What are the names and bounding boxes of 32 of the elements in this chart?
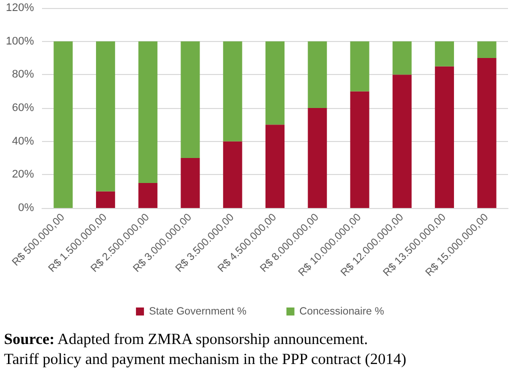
bar — [434, 66, 454, 208]
bar — [477, 41, 496, 58]
bar — [54, 41, 73, 208]
bar — [138, 183, 158, 208]
y-tick-label: 80% — [12, 68, 34, 81]
bar — [392, 41, 412, 75]
bar — [350, 91, 370, 208]
legend-label: State Government % — [148, 306, 246, 318]
bar — [223, 41, 242, 142]
bar — [434, 41, 454, 66]
y-tick-label: 60% — [12, 102, 34, 114]
bar — [308, 41, 327, 108]
y-tick-label: 100% — [6, 35, 34, 48]
bar — [477, 58, 496, 208]
bar — [350, 41, 370, 92]
y-tick-label: 0% — [18, 202, 34, 214]
bar — [138, 41, 158, 183]
bar — [308, 108, 327, 208]
bar — [223, 141, 242, 208]
bar — [265, 41, 285, 125]
source-note: Source: Adapted from ZMRA sponsorship announcement. — [4, 331, 368, 348]
bar — [392, 74, 412, 208]
bar — [265, 124, 285, 208]
text: Tariff policy and payment mechanism in the PPP contract (2014) — [4, 350, 406, 370]
legend-label: Concessionaire % — [299, 306, 384, 318]
bar — [96, 41, 116, 192]
y-tick-label: 40% — [12, 135, 34, 148]
bar — [180, 158, 200, 208]
y-tick-label: 120% — [6, 2, 34, 14]
bar — [96, 191, 116, 208]
y-tick-label: 20% — [12, 168, 34, 181]
bar — [180, 41, 200, 158]
